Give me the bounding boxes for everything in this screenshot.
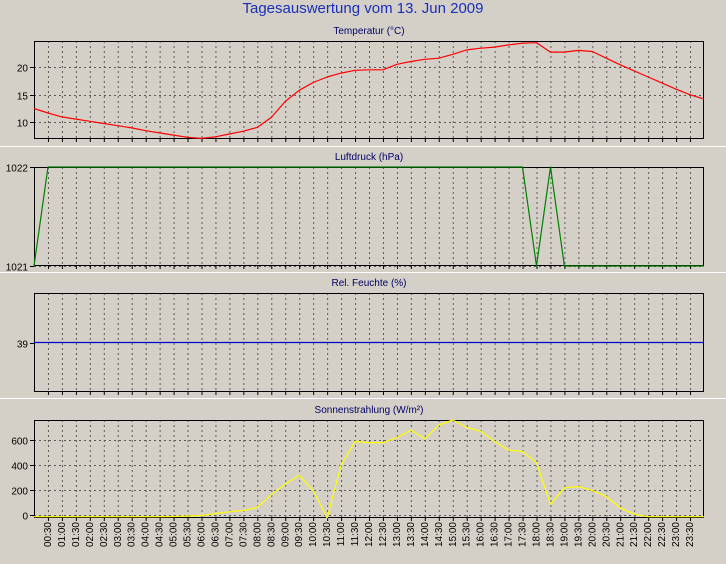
chart-panel: 1021 1022 Luftdruck (hPa) bbox=[6, 152, 704, 274]
x-tick-label: 20:30 bbox=[601, 522, 612, 547]
x-tick-label: 08:30 bbox=[266, 522, 277, 547]
x-tick-label: 01:00 bbox=[57, 522, 68, 547]
x-tick-label: 05:30 bbox=[183, 522, 194, 547]
x-tick-label: 16:00 bbox=[476, 522, 487, 547]
x-tick-label: 17:30 bbox=[518, 522, 529, 547]
x-tick-label: 11:00 bbox=[336, 522, 347, 547]
x-tick-label: 09:30 bbox=[294, 522, 305, 547]
series-line bbox=[33, 42, 705, 139]
x-tick-label: 18:00 bbox=[532, 522, 543, 547]
x-tick-label: 09:00 bbox=[280, 522, 291, 547]
y-tick-label: 1021 bbox=[6, 263, 29, 274]
y-tick-label: 1022 bbox=[6, 164, 29, 175]
y-tick-label: 0 bbox=[22, 512, 28, 523]
x-tick-label: 16:30 bbox=[490, 522, 501, 547]
page-title: Tagesauswertung vom 13. Jun 2009 bbox=[242, 0, 484, 17]
x-tick-label: 07:30 bbox=[238, 522, 249, 547]
x-tick-label: 20:00 bbox=[587, 522, 598, 547]
x-tick-label: 10:00 bbox=[308, 522, 319, 547]
x-tick-label: 18:30 bbox=[545, 522, 556, 547]
x-tick-label: 14:00 bbox=[420, 522, 431, 547]
y-tick-label: 600 bbox=[11, 437, 28, 448]
x-tick-label: 23:30 bbox=[685, 522, 696, 547]
panel-title: Temperatur (°C) bbox=[333, 26, 404, 37]
x-tick-label: 05:00 bbox=[169, 522, 180, 547]
x-tick-label: 22:30 bbox=[657, 522, 668, 547]
panel-title: Luftdruck (hPa) bbox=[335, 152, 403, 163]
y-tick-label: 39 bbox=[17, 340, 29, 351]
chart-panel: 39 Rel. Feuchte (%) bbox=[17, 278, 704, 395]
y-tick-label: 20 bbox=[17, 64, 29, 75]
x-tick-label: 19:00 bbox=[559, 522, 570, 547]
x-tick-label: 13:30 bbox=[406, 522, 417, 547]
y-tick-label: 200 bbox=[11, 487, 28, 498]
x-tick-label: 21:30 bbox=[629, 522, 640, 547]
x-tick-label: 03:30 bbox=[127, 522, 138, 547]
chart-panel: 0 200 400 600 Sonnenstrahlung (W/m²) bbox=[11, 405, 704, 523]
x-tick-label: 01:30 bbox=[71, 522, 82, 547]
x-tick-label: 22:00 bbox=[643, 522, 654, 547]
plot-frame bbox=[34, 420, 704, 518]
plot-area bbox=[34, 41, 704, 139]
y-tick-label: 15 bbox=[17, 92, 29, 103]
panel-title: Sonnenstrahlung (W/m²) bbox=[315, 405, 424, 416]
x-tick-label: 12:00 bbox=[364, 522, 375, 547]
panel-divider bbox=[0, 398, 726, 399]
x-tick-label: 17:00 bbox=[504, 522, 515, 547]
x-tick-label: 10:30 bbox=[322, 522, 333, 547]
plot-frame bbox=[34, 41, 704, 139]
x-tick-label: 07:00 bbox=[224, 522, 235, 547]
y-tick-label: 10 bbox=[17, 119, 29, 130]
x-tick-label: 19:30 bbox=[573, 522, 584, 547]
x-tick-label: 14:30 bbox=[434, 522, 445, 547]
series-line bbox=[34, 419, 704, 519]
x-tick-label: 15:30 bbox=[462, 522, 473, 547]
x-tick-label: 23:00 bbox=[671, 522, 682, 547]
y-tick-label: 400 bbox=[11, 462, 28, 473]
x-tick-label: 04:30 bbox=[155, 522, 166, 547]
x-tick-label: 08:00 bbox=[252, 522, 263, 547]
x-tick-label: 13:00 bbox=[392, 522, 403, 547]
x-tick-label: 02:30 bbox=[99, 522, 110, 547]
x-tick-label: 04:00 bbox=[141, 522, 152, 547]
x-tick-label: 15:00 bbox=[448, 522, 459, 547]
x-tick-label: 00:30 bbox=[43, 522, 54, 547]
chart-panel: 10 15 20 Temperatur (°C) bbox=[17, 26, 705, 142]
x-tick-label: 06:00 bbox=[197, 522, 208, 547]
x-tick-label: 11:30 bbox=[350, 522, 361, 547]
series-line bbox=[33, 166, 704, 267]
x-tick-label: 21:00 bbox=[615, 522, 626, 547]
x-tick-label: 12:30 bbox=[378, 522, 389, 547]
x-tick-label: 03:00 bbox=[113, 522, 124, 547]
panel-divider bbox=[0, 146, 726, 147]
x-tick-label: 02:00 bbox=[85, 522, 96, 547]
panel-divider bbox=[0, 272, 726, 273]
plot-area bbox=[34, 420, 704, 518]
plot-area bbox=[34, 167, 704, 266]
panel-title: Rel. Feuchte (%) bbox=[331, 278, 406, 289]
x-tick-label: 06:30 bbox=[210, 522, 221, 547]
